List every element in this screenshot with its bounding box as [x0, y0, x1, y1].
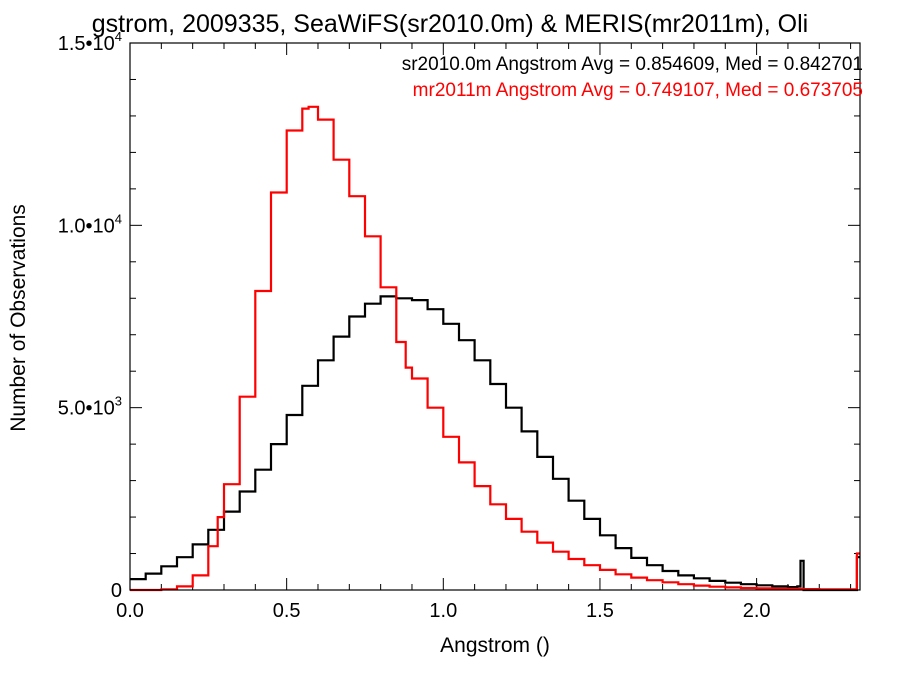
x-tick-label: 1.5	[586, 600, 614, 622]
series-sr2010-line	[130, 295, 860, 592]
y-tick-label: 0	[111, 580, 122, 602]
series-mr2011-line	[130, 105, 860, 592]
legend-entry-sr2010: sr2010.0m Angstrom Avg = 0.854609, Med =…	[402, 54, 863, 75]
y-axis-ticks: 0 5.0•103 1.0•104 1.5•104	[58, 29, 860, 602]
x-tick-label: 0.5	[273, 600, 301, 622]
y-tick-label: 1.0•104	[58, 211, 122, 237]
y-tick-label: 5.0•103	[58, 394, 122, 420]
x-tick-label: 0.0	[116, 600, 144, 622]
x-tick-label: 1.0	[429, 600, 457, 622]
chart-title: gstrom, 2009335, SeaWiFS(sr2010.0m) & ME…	[92, 10, 808, 38]
x-tick-label: 2.0	[743, 600, 771, 622]
series-group	[130, 105, 860, 592]
x-axis-label: Angstrom ()	[440, 634, 550, 657]
plot-frame	[129, 42, 861, 591]
y-axis-label: Number of Observations	[7, 204, 30, 432]
y-tick-label: 1.5•104	[58, 29, 122, 55]
legend-entry-mr2011: mr2011m Angstrom Avg = 0.749107, Med = 0…	[413, 80, 863, 101]
x-axis-ticks: 0.0 0.5 1.0 1.5 2.0	[116, 43, 852, 622]
